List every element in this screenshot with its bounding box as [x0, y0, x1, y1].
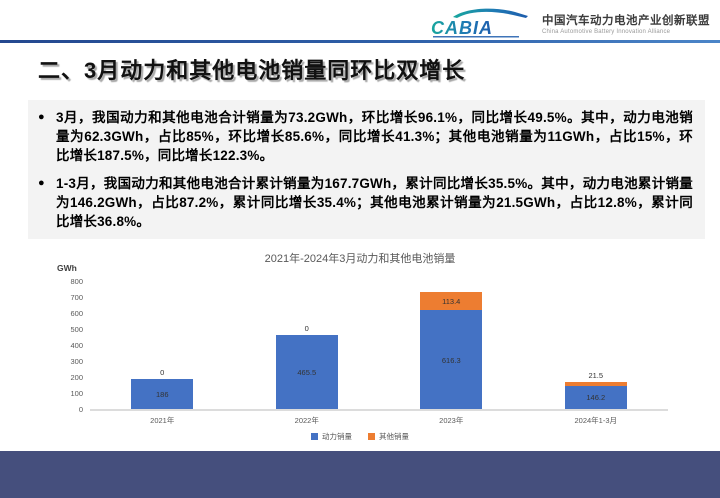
legend-swatch-icon — [368, 433, 375, 440]
org-name-cn: 中国汽车动力电池产业创新联盟 — [542, 15, 710, 27]
x-tick-label: 2022年 — [294, 416, 319, 425]
battery-sales-chart: 2021年-2024年3月动力和其他电池销量 GWh 800 700 600 500 4… — [35, 246, 685, 446]
bar-segment-power — [275, 334, 338, 409]
y-axis-unit-label: GWh — [57, 263, 77, 273]
y-tick-label: 500 — [70, 325, 83, 334]
org-name-block: 中国汽车动力电池产业创新联盟 China Automotive Battery … — [542, 15, 710, 36]
data-label-other: 0 — [304, 323, 309, 333]
bar-segment-other — [420, 292, 483, 311]
plot-area: 186 0 465.5 0 616.3 113.4 146.2 21.5 — [90, 281, 668, 411]
stacked-bar-2023年: 616.3 113.4 — [420, 292, 483, 409]
x-tick-label: 2021年 — [150, 416, 175, 425]
y-tick-label: 600 — [70, 309, 83, 318]
y-tick-label: 100 — [70, 389, 83, 398]
bars-container: 186 0 465.5 0 616.3 113.4 146.2 21.5 — [90, 281, 668, 409]
bar-segment-power — [564, 385, 627, 409]
x-tick-label: 2024年1-3月 — [574, 416, 618, 425]
bullet-dot: ● — [38, 177, 45, 189]
legend-item-其他销量: 其他销量 — [368, 431, 409, 442]
legend-label: 其他销量 — [379, 432, 409, 441]
legend-item-动力销量: 动力销量 — [311, 431, 352, 442]
y-tick-label: 200 — [70, 373, 83, 382]
bar-slot: 186 0 — [90, 281, 235, 409]
y-tick-label: 700 — [70, 293, 83, 302]
bar-segment-power — [131, 379, 194, 409]
data-label-power: 146.2 — [586, 393, 606, 403]
header-divider — [0, 40, 720, 43]
bar-slot: 616.3 113.4 — [379, 281, 524, 409]
legend-label: 动力销量 — [322, 432, 352, 441]
y-tick-label: 800 — [70, 277, 83, 286]
y-tick-label: 400 — [70, 341, 83, 350]
y-tick-label: 300 — [70, 357, 83, 366]
bullet-item: ● 1-3月，我国动力和其他电池合计累计销量为167.7GWh，累计同比增长35… — [38, 174, 693, 231]
x-tick-label: 2023年 — [439, 416, 464, 425]
org-name-en: China Automotive Battery Innovation Alli… — [542, 29, 671, 35]
bullet-item: ● 3月，我国动力和其他电池合计销量为73.2GWh，环比增长96.1%，同比增… — [38, 108, 693, 165]
summary-box: ● 3月，我国动力和其他电池合计销量为73.2GWh，环比增长96.1%，同比增… — [28, 100, 705, 239]
chart-legend: 动力销量 其他销量 — [35, 431, 685, 442]
data-label-other: 21.5 — [588, 371, 604, 381]
legend-swatch-icon — [311, 433, 318, 440]
bar-slot: 146.2 21.5 — [524, 281, 669, 409]
stacked-bar-2022年: 465.5 0 — [275, 324, 338, 409]
bullet-text-march: 3月，我国动力和其他电池合计销量为73.2GWh，环比增长96.1%，同比增长4… — [56, 110, 693, 163]
bullet-dot: ● — [38, 111, 45, 123]
y-tick-label: 0 — [78, 405, 83, 414]
cabia-logo: CABIA 中国汽车动力电池产业创新联盟 China Automotive Ba… — [431, 7, 710, 44]
data-label-power: 186 — [155, 390, 169, 400]
chart-title: 2021年-2024年3月动力和其他电池销量 — [264, 253, 456, 265]
data-label-power: 616.3 — [441, 355, 461, 365]
bullet-text-cumulative: 1-3月，我国动力和其他电池合计累计销量为167.7GWh，累计同比增长35.5… — [56, 176, 693, 229]
data-label-power: 465.5 — [297, 367, 317, 377]
stacked-bar-2024年1-3月: 146.2 21.5 — [564, 371, 627, 409]
stacked-bar-2021年: 186 0 — [131, 368, 194, 409]
bar-segment-power — [420, 310, 483, 409]
svg-text:CABIA: CABIA — [431, 18, 493, 38]
bar-slot: 465.5 0 — [235, 281, 380, 409]
page-title: 二、3月动力和其他电池销量同环比双增长 — [38, 58, 466, 83]
footer-band — [0, 451, 720, 498]
x-axis: 2021年 2022年 2023年 2024年1-3月 — [90, 415, 668, 426]
bar-segment-other — [564, 382, 627, 386]
data-label-other: 0 — [160, 368, 165, 378]
data-label-other: 113.4 — [442, 297, 461, 307]
cabia-logo-icon: CABIA — [431, 7, 535, 44]
y-axis: 800 700 600 500 400 300 200 100 0 — [35, 277, 83, 414]
